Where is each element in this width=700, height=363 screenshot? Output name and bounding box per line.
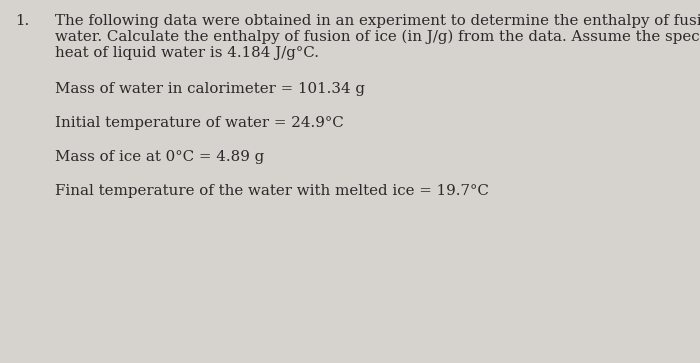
Text: Initial temperature of water = 24.9°C: Initial temperature of water = 24.9°C <box>55 116 344 130</box>
Text: 1.: 1. <box>15 14 29 28</box>
Text: water. Calculate the enthalpy of fusion of ice (in J/g) from the data. Assume th: water. Calculate the enthalpy of fusion … <box>55 30 700 44</box>
Text: The following data were obtained in an experiment to determine the enthalpy of f: The following data were obtained in an e… <box>55 14 700 28</box>
Text: heat of liquid water is 4.184 J/g°C.: heat of liquid water is 4.184 J/g°C. <box>55 46 319 60</box>
Text: Mass of ice at 0°C = 4.89 g: Mass of ice at 0°C = 4.89 g <box>55 150 265 164</box>
Text: Mass of water in calorimeter = 101.34 g: Mass of water in calorimeter = 101.34 g <box>55 82 365 96</box>
Text: Final temperature of the water with melted ice = 19.7°C: Final temperature of the water with melt… <box>55 184 489 198</box>
